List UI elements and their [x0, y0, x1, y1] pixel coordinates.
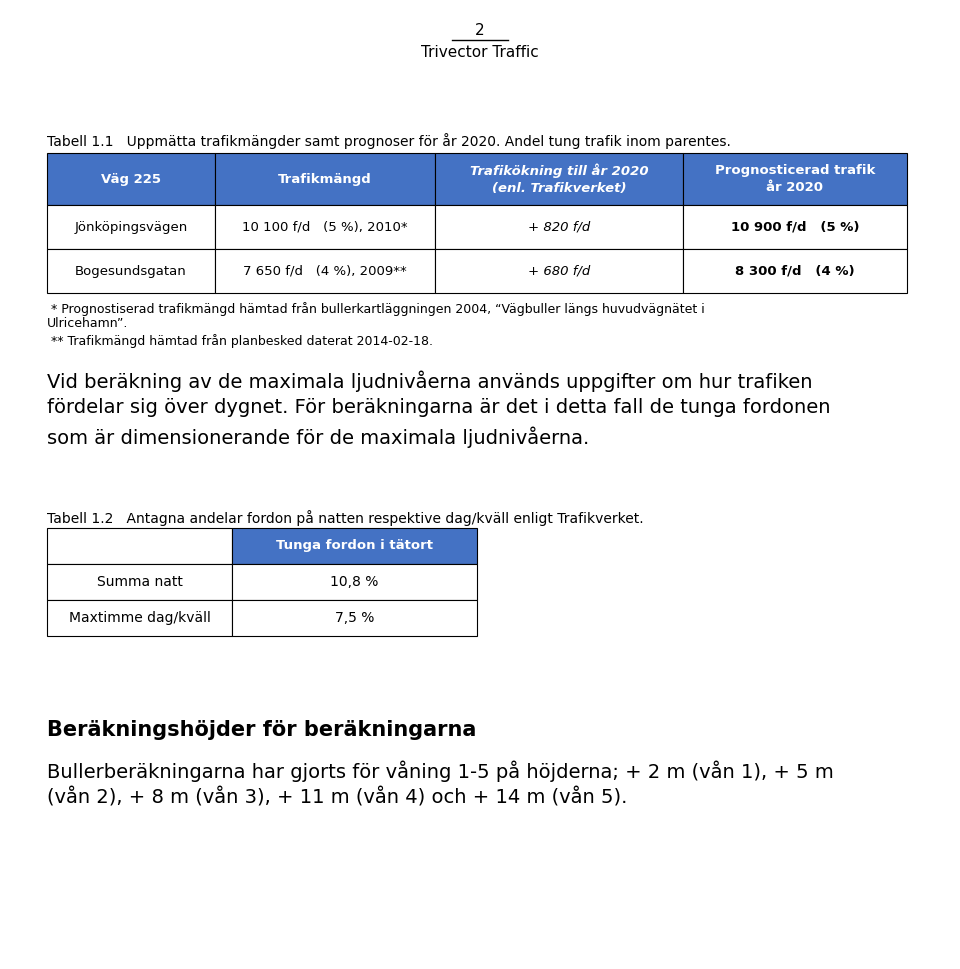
Text: fördelar sig över dygnet. För beräkningarna är det i detta fall de tunga fordone: fördelar sig över dygnet. För beräkninga…	[47, 398, 830, 417]
Text: Trafikökning till år 2020
(enl. Trafikverket): Trafikökning till år 2020 (enl. Trafikve…	[469, 164, 648, 195]
Text: 10 100 f/d   (5 %), 2010*: 10 100 f/d (5 %), 2010*	[242, 221, 408, 234]
Bar	[683, 249, 907, 293]
Bar	[683, 153, 907, 205]
Text: Vid beräkning av de maximala ljudnivåerna används uppgifter om hur trafiken: Vid beräkning av de maximala ljudnivåern…	[47, 370, 812, 391]
Text: Ulricehamn”.: Ulricehamn”.	[47, 317, 129, 330]
Text: Trafikmängd: Trafikmängd	[278, 172, 372, 185]
Bar	[47, 600, 232, 636]
Bar	[435, 205, 683, 249]
Text: Maxtimme dag/kväll: Maxtimme dag/kväll	[68, 611, 210, 625]
Text: Prognosticerad trafik
år 2020: Prognosticerad trafik år 2020	[715, 165, 876, 194]
Text: Tabell 1.1   Uppmätta trafikmängder samt prognoser för år 2020. Andel tung trafi: Tabell 1.1 Uppmätta trafikmängder samt p…	[47, 133, 731, 149]
Text: 10,8 %: 10,8 %	[330, 575, 378, 589]
Text: Tunga fordon i tätort: Tunga fordon i tätort	[276, 540, 433, 552]
Bar	[215, 205, 435, 249]
Bar	[47, 205, 215, 249]
Text: Jönköpingsvägen: Jönköpingsvägen	[74, 221, 187, 234]
Text: Bogesundsgatan: Bogesundsgatan	[75, 265, 187, 277]
Text: 8 300 f/d   (4 %): 8 300 f/d (4 %)	[735, 265, 854, 277]
Text: 7,5 %: 7,5 %	[335, 611, 374, 625]
Text: Bullerberäkningarna har gjorts för våning 1-5 på höjderna; + 2 m (vån 1), + 5 m: Bullerberäkningarna har gjorts för vånin…	[47, 760, 833, 782]
Bar	[435, 249, 683, 293]
Bar	[47, 153, 215, 205]
Text: Tabell 1.2   Antagna andelar fordon på natten respektive dag/kväll enligt Trafik: Tabell 1.2 Antagna andelar fordon på nat…	[47, 510, 643, 526]
Text: Väg 225: Väg 225	[101, 172, 161, 185]
Text: som är dimensionerande för de maximala ljudnivåerna.: som är dimensionerande för de maximala l…	[47, 426, 589, 448]
Text: + 820 f/d: + 820 f/d	[528, 221, 590, 234]
Bar	[232, 600, 477, 636]
Text: Trivector Traffic: Trivector Traffic	[421, 45, 539, 59]
Bar	[232, 528, 477, 564]
Text: Summa natt: Summa natt	[97, 575, 182, 589]
Text: ** Trafikmängd hämtad från planbesked daterat 2014-02-18.: ** Trafikmängd hämtad från planbesked da…	[47, 334, 433, 348]
Text: Beräkningshöjder för beräkningarna: Beräkningshöjder för beräkningarna	[47, 720, 476, 740]
Text: 2: 2	[475, 22, 485, 38]
Text: * Prognostiserad trafikmängd hämtad från bullerkartläggningen 2004, “Vägbuller l: * Prognostiserad trafikmängd hämtad från…	[47, 302, 705, 316]
Bar	[215, 153, 435, 205]
Bar	[47, 249, 215, 293]
Bar	[47, 564, 232, 600]
Text: 10 900 f/d   (5 %): 10 900 f/d (5 %)	[731, 221, 859, 234]
Text: 7 650 f/d   (4 %), 2009**: 7 650 f/d (4 %), 2009**	[243, 265, 407, 277]
Text: (vån 2), + 8 m (vån 3), + 11 m (vån 4) och + 14 m (vån 5).: (vån 2), + 8 m (vån 3), + 11 m (vån 4) o…	[47, 788, 628, 808]
Text: + 680 f/d: + 680 f/d	[528, 265, 590, 277]
Bar	[683, 205, 907, 249]
Bar	[435, 153, 683, 205]
Bar	[232, 564, 477, 600]
Bar	[215, 249, 435, 293]
Bar	[47, 528, 232, 564]
